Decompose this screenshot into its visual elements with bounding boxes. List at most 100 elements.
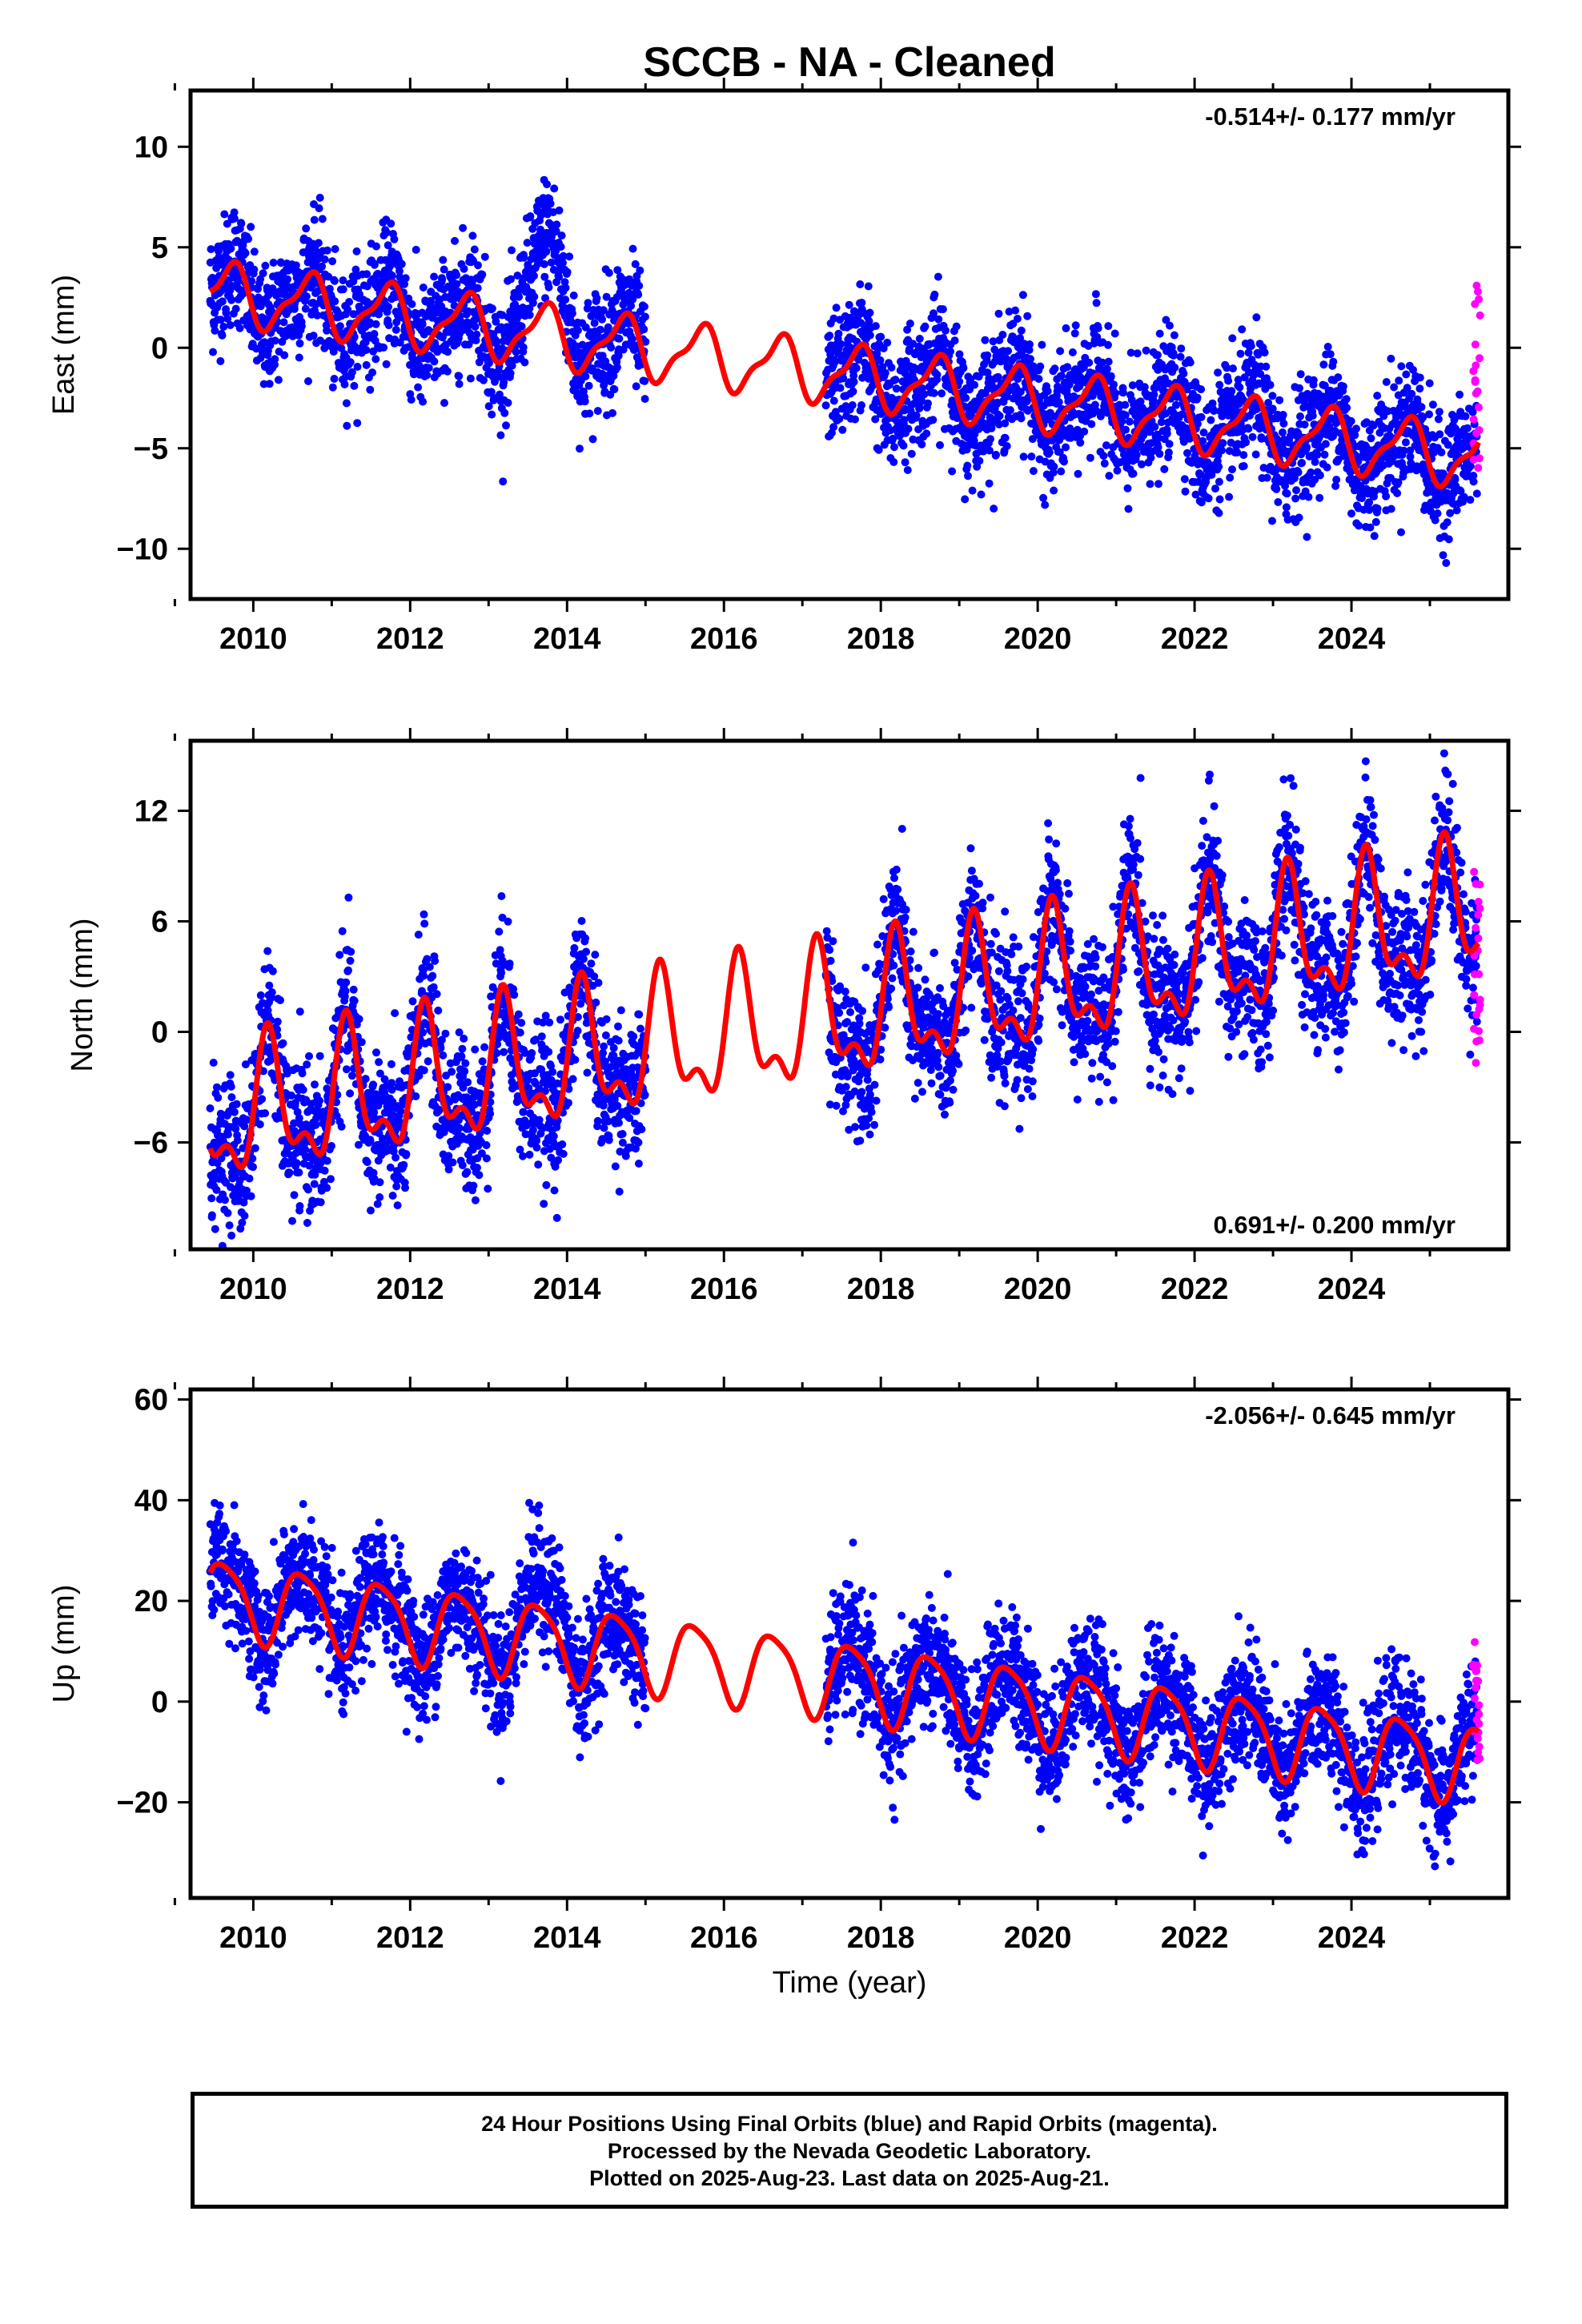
final-orbit-point [214, 1093, 223, 1102]
final-orbit-point [1179, 369, 1188, 378]
final-orbit-point [1274, 498, 1283, 506]
final-orbit-point [540, 272, 549, 281]
final-orbit-point [1373, 392, 1382, 400]
final-orbit-point [515, 292, 524, 301]
final-orbit-point [640, 325, 648, 334]
final-orbit-point [439, 255, 448, 264]
final-orbit-point [318, 262, 327, 271]
final-orbit-point [346, 956, 355, 965]
final-orbit-point [1121, 400, 1130, 409]
north-panel: 2010 2012 2014 2016 2018 2020 2022 2024−60612No… [66, 728, 1521, 1306]
final-orbit-point [372, 1048, 380, 1057]
final-orbit-point [320, 255, 329, 263]
final-orbit-point [555, 272, 564, 281]
final-orbit-point [585, 409, 594, 418]
final-orbit-point [482, 1154, 491, 1163]
final-orbit-point [1176, 352, 1185, 361]
final-orbit-point [371, 320, 380, 328]
final-orbit-point [584, 299, 592, 308]
final-orbit-point [1268, 404, 1277, 413]
final-orbit-point [1347, 509, 1355, 518]
final-orbit-point [1334, 373, 1343, 382]
final-orbit-point [480, 1043, 489, 1051]
final-orbit-point [230, 1108, 239, 1116]
final-orbit-point [475, 1171, 484, 1180]
final-orbit-point [212, 1083, 221, 1092]
final-orbit-point [206, 1104, 215, 1112]
final-orbit-point [1165, 440, 1174, 448]
final-orbit-point [227, 1231, 236, 1240]
final-orbit-point [315, 1096, 323, 1105]
final-orbit-point [444, 1165, 453, 1174]
final-orbit-point [1320, 450, 1329, 459]
final-orbit-point [459, 223, 468, 232]
final-orbit-point [1291, 474, 1299, 483]
final-orbit-point [1468, 408, 1477, 416]
final-orbit-point [241, 249, 250, 257]
final-orbit-point [346, 1089, 355, 1098]
final-orbit-point [423, 371, 432, 380]
final-orbit-point [1017, 326, 1026, 335]
final-orbit-point [290, 1191, 299, 1200]
final-orbit-point [235, 324, 244, 332]
final-orbit-point [1444, 535, 1453, 544]
final-orbit-point [455, 1124, 464, 1132]
final-orbit-point [460, 1034, 468, 1043]
final-orbit-point [995, 412, 1004, 420]
final-orbit-point [277, 259, 285, 267]
final-orbit-point [439, 1051, 448, 1059]
final-orbit-point [934, 272, 942, 281]
final-orbit-point [487, 388, 496, 396]
x-tick-label: 2016 [690, 622, 758, 656]
final-orbit-point [1104, 357, 1113, 366]
final-orbit-point [989, 337, 998, 346]
final-orbit-point [1102, 364, 1111, 373]
final-orbit-point [419, 966, 428, 975]
final-orbit-point [415, 361, 424, 370]
final-orbit-point [1247, 342, 1255, 351]
final-orbit-point [335, 322, 344, 331]
final-orbit-point [1472, 489, 1481, 498]
final-orbit-point [335, 951, 344, 959]
final-orbit-point [244, 235, 253, 243]
final-orbit-point [1118, 388, 1127, 397]
final-orbit-point [1115, 400, 1124, 409]
final-orbit-point [1446, 509, 1455, 517]
final-orbit-point [1244, 348, 1253, 357]
final-orbit-point [1295, 384, 1303, 392]
final-orbit-point [1469, 472, 1478, 480]
final-orbit-point [1154, 480, 1162, 489]
final-orbit-point [1296, 412, 1304, 420]
y-axis-label: East (mm) [47, 275, 81, 415]
final-orbit-point [1331, 481, 1340, 490]
final-orbit-point [542, 247, 551, 255]
final-orbit-point [829, 423, 838, 432]
final-orbit-point [1181, 487, 1190, 496]
final-orbit-point [1043, 387, 1052, 396]
final-orbit-point [920, 390, 929, 399]
final-orbit-point [1034, 375, 1043, 384]
final-orbit-point [1011, 306, 1020, 315]
final-orbit-point [1177, 344, 1186, 353]
final-orbit-point [985, 374, 994, 383]
final-orbit-point [430, 272, 439, 281]
final-orbit-point [320, 1166, 329, 1175]
final-orbit-point [344, 893, 353, 902]
final-orbit-point [837, 340, 845, 348]
final-orbit-point [379, 344, 388, 352]
final-orbit-point [615, 334, 624, 343]
final-orbit-point [350, 332, 359, 341]
final-orbit-point [367, 1206, 375, 1215]
final-orbit-point [423, 955, 432, 963]
final-orbit-point [979, 447, 988, 456]
final-orbit-point [478, 270, 487, 279]
final-orbit-point [1193, 393, 1202, 402]
final-orbit-point [552, 220, 561, 229]
final-orbit-point [936, 440, 944, 449]
final-orbit-point [1056, 347, 1065, 356]
final-orbit-point [559, 259, 567, 267]
y-tick-label: 0 [151, 332, 168, 365]
final-orbit-point [508, 246, 516, 255]
final-orbit-point [1428, 400, 1437, 409]
final-orbit-point [216, 357, 225, 365]
